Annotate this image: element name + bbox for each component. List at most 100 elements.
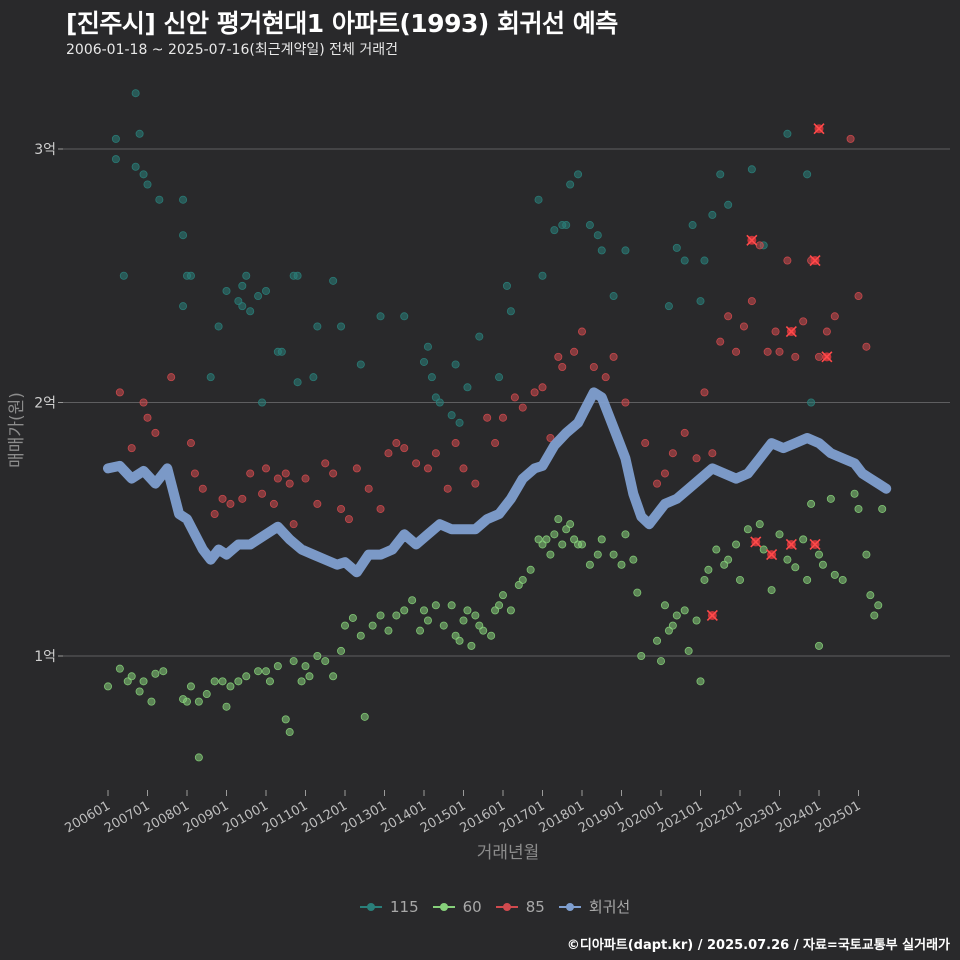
point-85 bbox=[621, 398, 630, 407]
point-60 bbox=[585, 560, 594, 569]
point-115 bbox=[313, 322, 322, 331]
point-115 bbox=[672, 243, 681, 252]
point-115 bbox=[550, 226, 559, 235]
point-60 bbox=[542, 535, 551, 544]
point-60 bbox=[182, 697, 191, 706]
point-85 bbox=[151, 428, 160, 437]
point-60 bbox=[692, 616, 701, 625]
highlight-cross bbox=[813, 123, 825, 135]
point-85 bbox=[301, 474, 310, 483]
point-60 bbox=[680, 606, 689, 615]
point-85 bbox=[641, 439, 650, 448]
point-115 bbox=[585, 221, 594, 230]
point-60 bbox=[360, 712, 369, 721]
point-85 bbox=[443, 484, 452, 493]
point-60 bbox=[115, 664, 124, 673]
point-85 bbox=[763, 347, 772, 356]
point-85 bbox=[830, 312, 839, 321]
chart-title: [진주시] 신안 평거현대1 아파트(1993) 회귀선 예측 bbox=[66, 9, 618, 38]
point-115 bbox=[293, 378, 302, 387]
point-60 bbox=[202, 690, 211, 699]
y-axis-ticks: 1억 2억 3억 bbox=[34, 142, 63, 665]
point-60 bbox=[261, 667, 270, 676]
point-115 bbox=[337, 322, 346, 331]
point-115 bbox=[242, 271, 251, 280]
point-85 bbox=[755, 241, 764, 250]
point-60 bbox=[159, 667, 168, 676]
point-60 bbox=[783, 555, 792, 564]
point-85 bbox=[854, 292, 863, 301]
point-60 bbox=[285, 728, 294, 737]
point-60 bbox=[218, 677, 227, 686]
point-60 bbox=[337, 646, 346, 655]
point-85 bbox=[258, 489, 267, 498]
point-115 bbox=[463, 383, 472, 392]
point-85 bbox=[558, 363, 567, 372]
point-115 bbox=[329, 276, 338, 285]
highlight-cross bbox=[706, 609, 718, 622]
point-85 bbox=[321, 459, 330, 468]
point-85 bbox=[198, 484, 207, 493]
point-60 bbox=[704, 565, 713, 574]
point-85 bbox=[771, 327, 780, 336]
point-85 bbox=[498, 413, 507, 422]
point-115 bbox=[423, 342, 432, 351]
scatter-points bbox=[104, 89, 887, 762]
point-60 bbox=[104, 682, 113, 691]
point-85 bbox=[190, 469, 199, 478]
legend-label-regression: 회귀선 bbox=[588, 898, 631, 916]
legend: 115 60 85 회귀선 bbox=[360, 896, 630, 917]
point-60 bbox=[447, 601, 456, 610]
point-85 bbox=[538, 383, 547, 392]
point-60 bbox=[135, 687, 144, 696]
point-85 bbox=[273, 474, 282, 483]
point-85 bbox=[423, 464, 432, 473]
point-60 bbox=[712, 545, 721, 554]
legend-item-regression: 회귀선 bbox=[558, 896, 631, 917]
point-60 bbox=[838, 575, 847, 584]
point-60 bbox=[356, 631, 365, 640]
point-60 bbox=[684, 646, 693, 655]
point-60 bbox=[558, 540, 567, 549]
point-60 bbox=[210, 677, 219, 686]
point-115 bbox=[131, 162, 140, 171]
point-60 bbox=[471, 611, 480, 620]
point-60 bbox=[791, 563, 800, 572]
point-60 bbox=[408, 596, 417, 605]
point-60 bbox=[297, 677, 306, 686]
point-115 bbox=[803, 170, 812, 179]
highlight-cross bbox=[809, 254, 821, 267]
point-115 bbox=[506, 307, 515, 316]
point-60 bbox=[732, 540, 741, 549]
point-60 bbox=[878, 504, 887, 513]
point-60 bbox=[637, 652, 646, 661]
x-axis-ticks: 2006012007012008012009012010012011012012… bbox=[63, 790, 864, 836]
point-60 bbox=[127, 672, 136, 681]
highlight-cross bbox=[809, 538, 821, 551]
point-85 bbox=[716, 337, 725, 346]
point-85 bbox=[226, 499, 235, 508]
point-60 bbox=[597, 535, 606, 544]
point-115 bbox=[593, 231, 602, 240]
point-85 bbox=[431, 449, 440, 458]
point-60 bbox=[392, 611, 401, 620]
point-85 bbox=[285, 479, 294, 488]
point-115 bbox=[139, 170, 148, 179]
point-60 bbox=[368, 621, 377, 630]
point-60 bbox=[455, 636, 464, 645]
source-caption: ©디아파트(dapt.kr) / 2025.07.26 / 자료=국토교통부 실… bbox=[566, 938, 950, 953]
point-85 bbox=[238, 494, 247, 503]
point-60 bbox=[273, 662, 282, 671]
point-60 bbox=[775, 530, 784, 539]
point-85 bbox=[518, 403, 527, 412]
point-115 bbox=[562, 221, 571, 230]
point-60 bbox=[743, 525, 752, 534]
point-85 bbox=[281, 469, 290, 478]
point-115 bbox=[534, 195, 543, 204]
point-60 bbox=[151, 669, 160, 678]
point-85 bbox=[471, 479, 480, 488]
point-60 bbox=[866, 591, 875, 600]
point-85 bbox=[246, 469, 255, 478]
point-60 bbox=[700, 575, 709, 584]
point-115 bbox=[186, 271, 195, 280]
